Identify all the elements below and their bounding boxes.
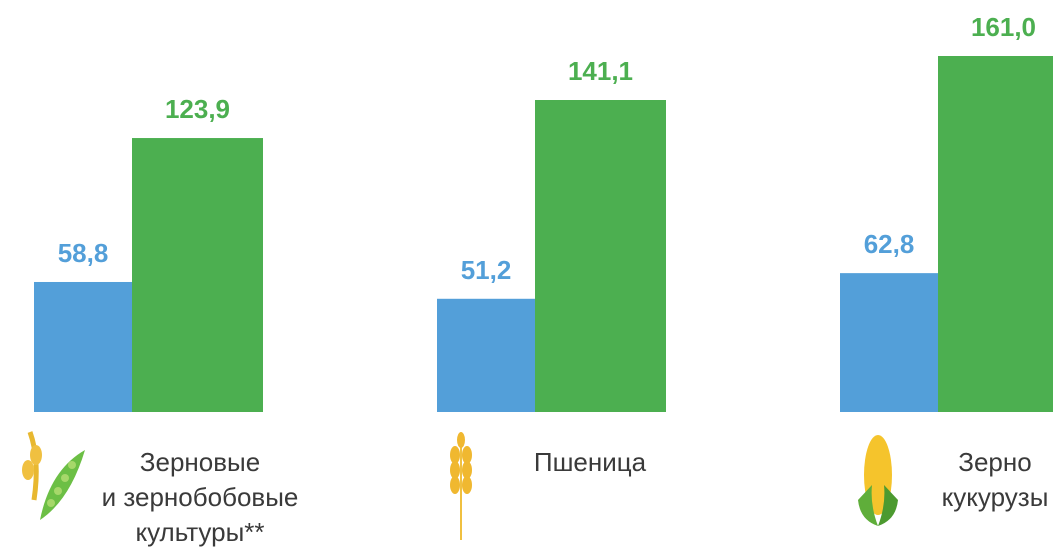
- bar: [34, 281, 132, 412]
- value-label: 58,8: [58, 238, 109, 268]
- bar: [535, 100, 666, 412]
- value-label: 123,9: [165, 94, 230, 124]
- category-line: Зерно: [958, 447, 1031, 477]
- bar: [840, 273, 938, 412]
- value-label: 51,2: [461, 255, 512, 285]
- wheat-icon: [450, 432, 472, 540]
- category-line: кукурузы: [942, 482, 1049, 512]
- value-label: 161,0: [971, 12, 1036, 42]
- value-label: 141,1: [568, 56, 633, 86]
- bar: [437, 298, 535, 412]
- category-line: Пшеница: [534, 447, 647, 477]
- corn-icon: [858, 435, 898, 526]
- category-label: Зерновые и зернобобовые культуры**: [102, 447, 299, 547]
- category-label: Пшеница: [534, 447, 647, 477]
- category-label: Зерно кукурузы: [942, 447, 1049, 512]
- category-line: культуры**: [135, 517, 264, 547]
- category-line: и зернобобовые: [102, 482, 299, 512]
- bar: [938, 56, 1053, 412]
- value-label: 62,8: [864, 229, 915, 259]
- bar: [132, 138, 263, 412]
- peas-icon: [22, 431, 85, 520]
- category-line: Зерновые: [140, 447, 260, 477]
